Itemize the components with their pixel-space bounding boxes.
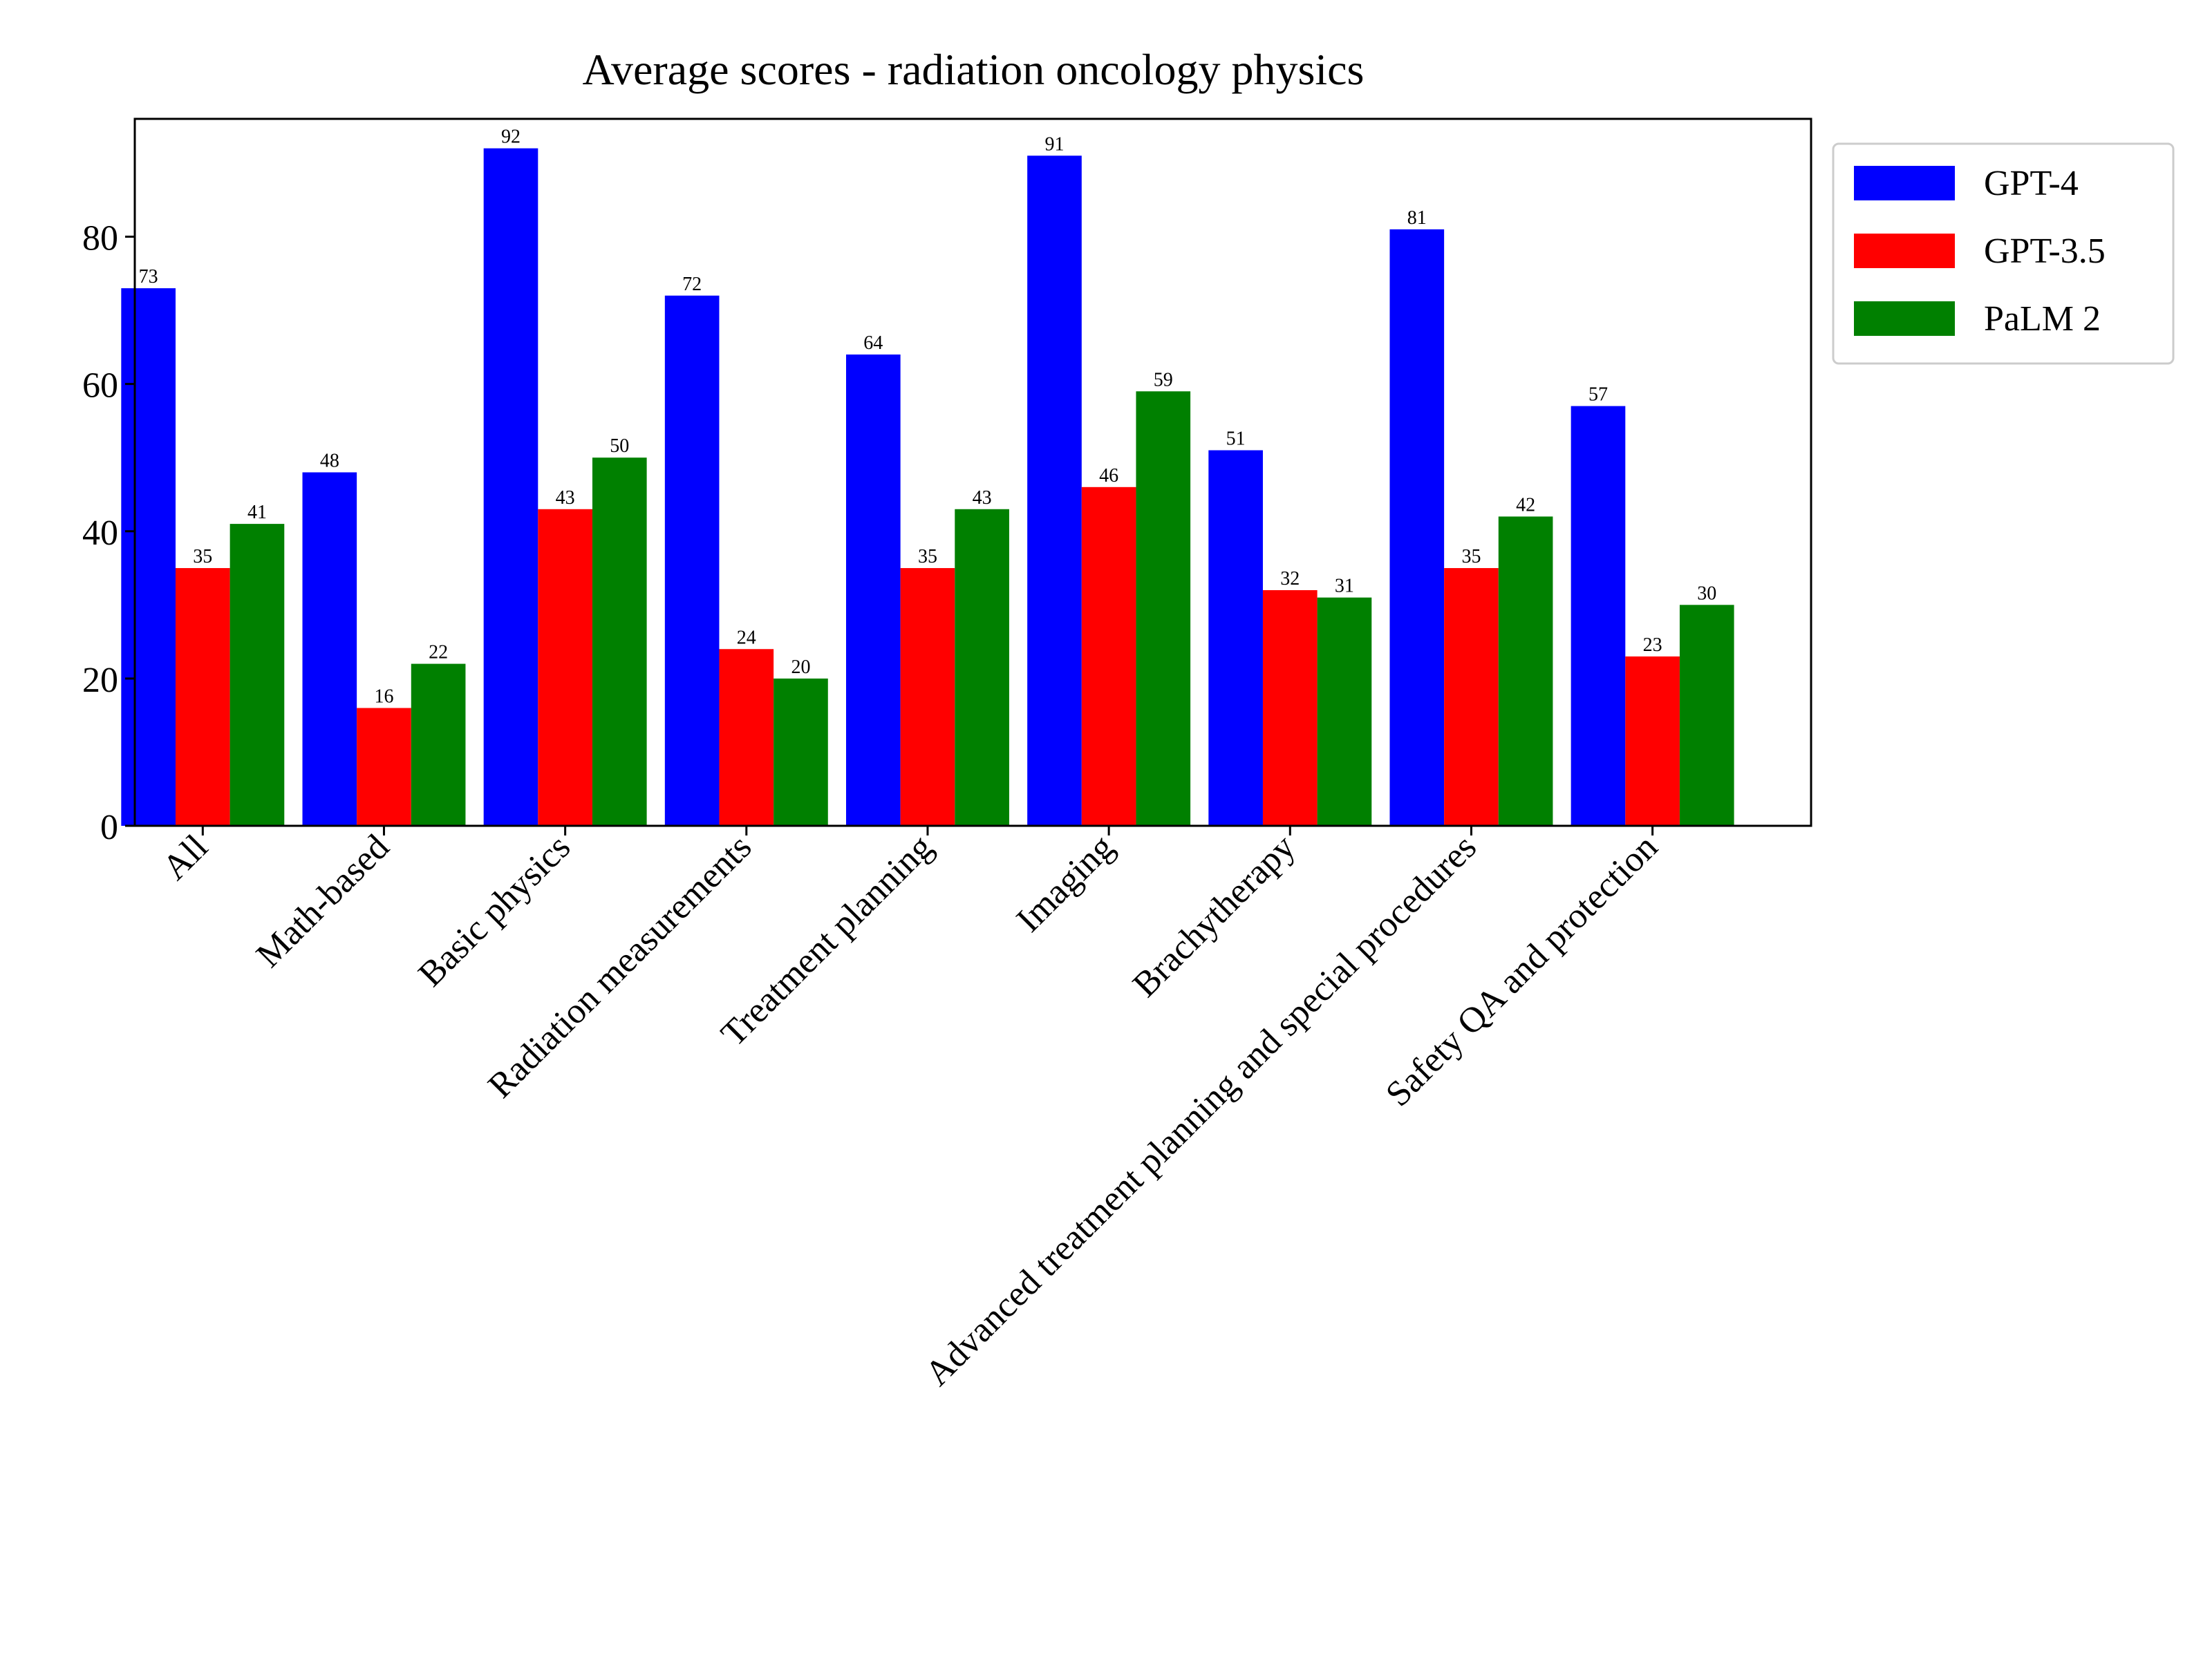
x-tick-label: Imaging xyxy=(1009,827,1122,940)
data-label: 64 xyxy=(863,332,883,354)
data-label: 73 xyxy=(139,266,158,287)
x-tick-label: Math-based xyxy=(249,827,397,975)
bar xyxy=(1498,516,1553,826)
y-tick-label: 80 xyxy=(82,219,118,258)
bar xyxy=(664,295,720,826)
x-tick-label: Basic physics xyxy=(411,827,578,994)
bar xyxy=(1317,597,1372,826)
legend-swatch xyxy=(1854,301,1955,336)
data-label: 24 xyxy=(737,627,756,648)
data-label: 81 xyxy=(1407,207,1427,229)
series-gpt-4: 73 48 92 72 64 91 51 81 57 xyxy=(121,126,1626,826)
bar xyxy=(357,708,411,826)
data-label: 59 xyxy=(1154,369,1173,390)
legend-item: GPT-3.5 xyxy=(1854,232,2106,271)
bar xyxy=(1081,487,1136,826)
data-label: 43 xyxy=(973,487,992,509)
data-label: 57 xyxy=(1588,384,1608,406)
bar xyxy=(1444,568,1499,826)
data-label: 43 xyxy=(556,487,575,509)
bar xyxy=(1208,450,1263,826)
bar xyxy=(1027,155,1082,826)
x-tick-label: All xyxy=(156,827,216,887)
y-tick-label: 60 xyxy=(82,366,118,406)
series-palm-2: 41 22 50 20 43 59 31 42 30 xyxy=(229,369,1734,826)
legend-label: GPT-4 xyxy=(1984,164,2079,203)
y-tick-label: 20 xyxy=(82,661,118,700)
data-label: 42 xyxy=(1516,494,1535,516)
bar xyxy=(302,472,357,826)
bar xyxy=(229,524,285,826)
bar xyxy=(1136,391,1191,826)
bar xyxy=(774,678,828,826)
bar xyxy=(538,509,592,826)
chart-title: Average scores - radiation oncology phys… xyxy=(583,45,1365,94)
data-label: 41 xyxy=(247,502,267,523)
y-tick-label: 40 xyxy=(82,513,118,553)
data-label: 46 xyxy=(1099,465,1118,487)
bar xyxy=(175,568,230,826)
data-label: 48 xyxy=(320,451,339,472)
x-tick-label: Brachytherapy xyxy=(1125,827,1303,1005)
legend-label: PaLM 2 xyxy=(1984,299,2101,339)
legend-swatch xyxy=(1854,166,1955,200)
bar xyxy=(1679,605,1734,826)
data-label: 35 xyxy=(918,546,937,567)
legend-swatch xyxy=(1854,234,1955,268)
data-label: 22 xyxy=(429,642,448,663)
data-label: 30 xyxy=(1697,583,1716,604)
y-tick-label: 0 xyxy=(100,808,118,847)
bar xyxy=(1262,590,1318,826)
plot-area: 73 48 92 72 64 91 51 81 57 35 16 43 24 35 46 32 35 23 41 22… xyxy=(82,117,1812,1393)
data-label: 72 xyxy=(682,274,702,295)
data-label: 31 xyxy=(1335,576,1354,597)
bar xyxy=(1389,229,1445,826)
legend-item: PaLM 2 xyxy=(1854,299,2101,339)
bar xyxy=(900,568,955,826)
bar xyxy=(121,288,176,826)
bar xyxy=(955,509,1009,826)
data-label: 32 xyxy=(1280,568,1300,589)
data-label: 35 xyxy=(1461,546,1481,567)
legend-label: GPT-3.5 xyxy=(1984,232,2106,271)
data-label: 20 xyxy=(791,657,810,678)
data-label: 92 xyxy=(501,126,521,148)
data-label: 16 xyxy=(374,686,393,708)
bar xyxy=(845,355,901,826)
data-label: 23 xyxy=(1643,634,1662,656)
bar xyxy=(1625,656,1680,826)
bar xyxy=(1571,406,1626,826)
bar xyxy=(592,457,647,826)
bar xyxy=(719,649,774,826)
legend: GPT-4 GPT-3.5 PaLM 2 xyxy=(1832,142,2175,365)
data-label: 50 xyxy=(610,435,629,457)
bar xyxy=(411,663,466,826)
data-label: 91 xyxy=(1044,133,1064,155)
bar xyxy=(483,148,538,826)
data-label: 35 xyxy=(193,546,212,567)
series-gpt-3-5: 35 16 43 24 35 46 32 35 23 xyxy=(175,465,1680,826)
axes-frame xyxy=(133,117,1812,827)
data-label: 51 xyxy=(1226,428,1246,450)
legend-item: GPT-4 xyxy=(1854,164,2079,203)
